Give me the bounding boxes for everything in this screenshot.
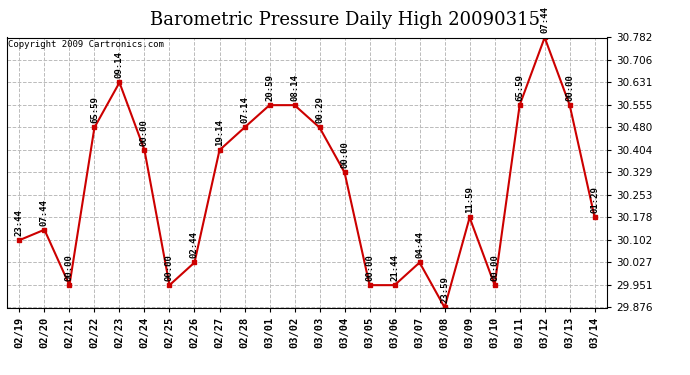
- Text: 23:44: 23:44: [15, 209, 24, 236]
- Text: 65:59: 65:59: [90, 96, 99, 123]
- Text: 04:44: 04:44: [415, 231, 424, 258]
- Text: 00:00: 00:00: [165, 254, 174, 281]
- Text: 07:44: 07:44: [540, 6, 549, 33]
- Text: 11:59: 11:59: [465, 186, 474, 213]
- Text: Barometric Pressure Daily High 20090315: Barometric Pressure Daily High 20090315: [150, 11, 540, 29]
- Text: 00:00: 00:00: [340, 141, 349, 168]
- Text: 23:59: 23:59: [440, 276, 449, 303]
- Text: 07:44: 07:44: [40, 199, 49, 225]
- Text: 19:14: 19:14: [215, 119, 224, 146]
- Text: 08:14: 08:14: [290, 74, 299, 101]
- Text: 01:29: 01:29: [590, 186, 599, 213]
- Text: 02:44: 02:44: [190, 231, 199, 258]
- Text: 20:59: 20:59: [265, 74, 274, 101]
- Text: 09:14: 09:14: [115, 51, 124, 78]
- Text: 07:14: 07:14: [240, 96, 249, 123]
- Text: 00:00: 00:00: [565, 74, 574, 101]
- Text: 00:00: 00:00: [365, 254, 374, 281]
- Text: 21:44: 21:44: [390, 254, 399, 281]
- Text: Copyright 2009 Cartronics.com: Copyright 2009 Cartronics.com: [8, 40, 164, 49]
- Text: 00:00: 00:00: [490, 254, 499, 281]
- Text: 00:29: 00:29: [315, 96, 324, 123]
- Text: 65:59: 65:59: [515, 74, 524, 101]
- Text: 00:00: 00:00: [65, 254, 74, 281]
- Text: 00:00: 00:00: [140, 119, 149, 146]
